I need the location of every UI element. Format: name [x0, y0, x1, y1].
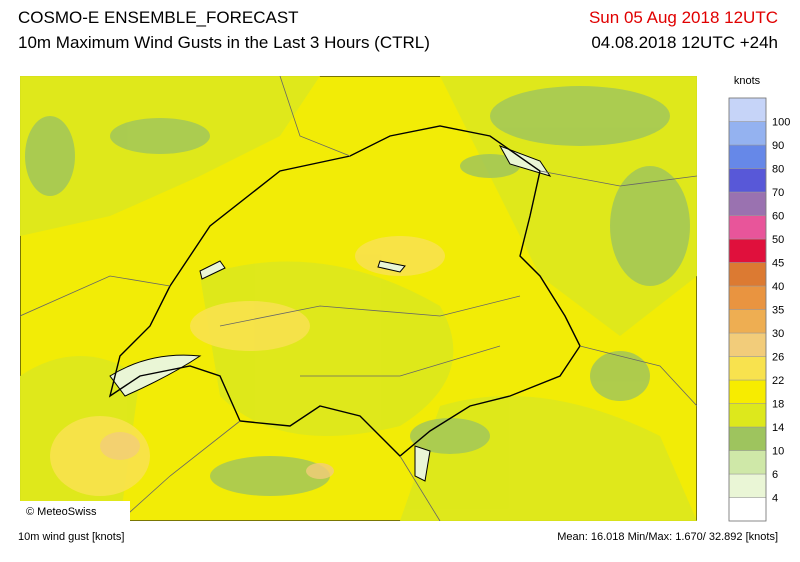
legend-level-label: 30 [772, 328, 784, 340]
legend-swatch [728, 332, 767, 357]
legend-level-label: 40 [772, 281, 784, 293]
copyright: © MeteoSwiss [26, 506, 97, 518]
legend-swatch [728, 450, 767, 475]
legend-swatch [728, 309, 767, 334]
legend-swatch [728, 215, 767, 240]
legend-level-label: 90 [772, 140, 784, 152]
legend-level-label: 100 [772, 117, 790, 129]
legend-level-label: 80 [772, 164, 784, 176]
legend-swatch [728, 121, 767, 146]
legend-level-label: 14 [772, 422, 784, 434]
statistics: Mean: 16.018 Min/Max: 1.670/ 32.892 [kno… [557, 531, 778, 543]
legend: knots 4 6 10 14 18 22 26 30 35 40 45 50 60 70 80 90 100 [728, 75, 790, 522]
legend-swatch [728, 403, 767, 428]
legend-level-label: 10 [772, 446, 784, 458]
legend-swatch [728, 497, 767, 522]
legend-frame [728, 97, 767, 522]
map: © MeteoSwiss [20, 76, 697, 521]
variable-label: 10m wind gust [knots] [18, 531, 125, 543]
legend-level-label: 35 [772, 305, 784, 317]
legend-swatch [728, 356, 767, 381]
legend-level-label: 6 [772, 469, 778, 481]
legend-level-label: 50 [772, 234, 784, 246]
legend-level-label: 22 [772, 375, 784, 387]
legend-swatch [728, 168, 767, 193]
legend-level-label: 26 [772, 352, 784, 364]
run-time: 04.08.2018 12UTC +24h [591, 33, 778, 52]
legend-level-label: 60 [772, 211, 784, 223]
legend-unit: knots [734, 75, 761, 87]
subtitle: 10m Maximum Wind Gusts in the Last 3 Hou… [18, 33, 430, 52]
legend-swatch [728, 285, 767, 310]
legend-swatch [728, 426, 767, 451]
legend-swatch [728, 97, 767, 122]
legend-swatch [728, 144, 767, 169]
legend-swatch [728, 473, 767, 498]
title: COSMO-E ENSEMBLE_FORECAST [18, 8, 299, 27]
legend-level-label: 18 [772, 399, 784, 411]
valid-time: Sun 05 Aug 2018 12UTC [588, 8, 778, 27]
legend-level-label: 45 [772, 258, 784, 270]
legend-swatch [728, 262, 767, 287]
legend-swatch [728, 191, 767, 216]
legend-level-label: 70 [772, 187, 784, 199]
legend-swatch [728, 379, 767, 404]
legend-level-label: 4 [772, 493, 778, 505]
legend-swatch [728, 238, 767, 263]
